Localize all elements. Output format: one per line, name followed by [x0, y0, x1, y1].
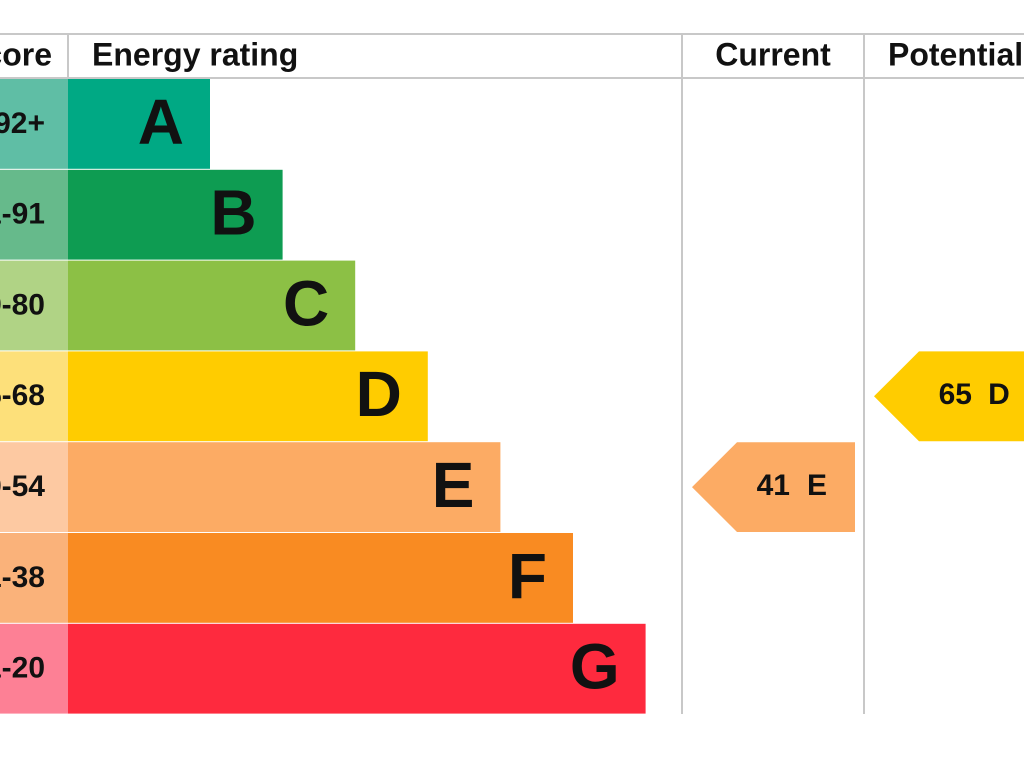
rating-bar — [68, 351, 428, 442]
rating-letter: D — [356, 358, 402, 430]
score-cell — [0, 533, 68, 623]
current-letter: E — [807, 469, 827, 502]
score-range: 69-80 — [0, 288, 45, 321]
score-cell — [0, 442, 68, 532]
rating-bar — [68, 533, 573, 623]
score-range: 55-68 — [0, 379, 45, 412]
score-range: 1-20 — [0, 652, 45, 685]
score-range: 39-54 — [0, 470, 45, 503]
current-value: 41 — [757, 469, 790, 502]
energy-rating-header: Energy rating — [92, 36, 298, 72]
current-header: Current — [715, 36, 831, 72]
rating-bar — [68, 169, 283, 260]
potential-header: Potential — [888, 36, 1023, 72]
rating-letter: E — [432, 449, 475, 521]
potential-value: 65 — [939, 378, 972, 411]
rating-bar — [68, 79, 210, 169]
rating-letter: G — [570, 631, 620, 703]
rating-letter: A — [138, 86, 184, 158]
rating-letter: F — [508, 540, 547, 612]
score-cell — [0, 351, 68, 442]
score-cell — [0, 79, 68, 169]
rating-bar — [68, 623, 646, 714]
rating-bar — [68, 442, 501, 532]
score-cell — [0, 169, 68, 260]
score-range: 92+ — [0, 107, 45, 140]
potential-arrow — [874, 351, 1024, 442]
rating-letter: C — [283, 267, 329, 339]
score-cell — [0, 260, 68, 351]
rating-bar — [68, 260, 356, 351]
potential-letter: D — [988, 378, 1010, 411]
score-cell — [0, 623, 68, 714]
score-range: 81-91 — [0, 198, 45, 231]
score-range: 21-38 — [0, 561, 45, 594]
rating-letter: B — [210, 177, 256, 249]
score-header: Score — [0, 36, 52, 72]
current-arrow — [692, 442, 855, 532]
